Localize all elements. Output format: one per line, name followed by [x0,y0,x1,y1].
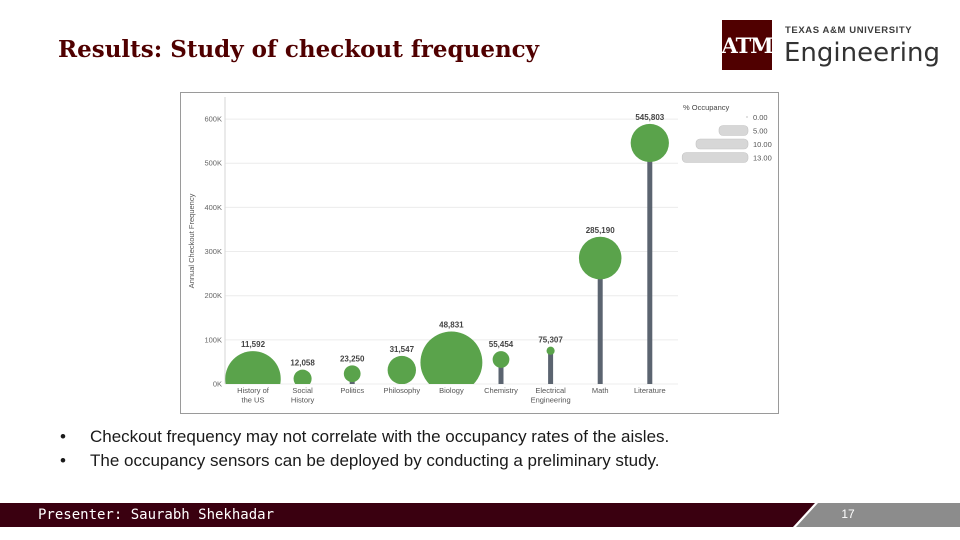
lollipop-bubble [293,369,312,384]
page-number: 17 [841,507,855,521]
value-label: 545,803 [635,113,664,122]
logo-university-text: TEXAS A&M UNIVERSITY [785,25,913,36]
y-tick-label: 300K [204,247,222,256]
x-tick-label: Social History [291,386,315,405]
x-axis-ticks: History of the US Social History Politics Phi… [237,386,665,405]
legend-swatch [746,116,748,118]
lollipop-bubble [630,123,669,163]
legend-swatch [681,152,749,163]
legend-entry-label: 5.00 [753,127,768,136]
legend-title: % Occupancy [683,103,730,112]
lollipop-bubble [546,346,555,355]
data-labels: 11,592 12,058 23,250 31,547 48,831 55,454 75,3… [241,113,665,368]
x-tick-label: History of the US [237,386,270,405]
bullet-item: Checkout frequency may not correlate wit… [60,425,669,449]
legend-entry-label: 10.00 [753,140,772,149]
legend-entry-label: 0.00 [753,113,768,122]
lollipop-bubble [387,355,416,384]
value-label: 285,190 [586,226,615,235]
occupancy-legend: % Occupancy 0.00 5.00 10.00 13.00 [681,103,772,163]
bullet-item: The occupancy sensors can be deployed by… [60,449,669,473]
logo-college-text: Engineering [784,38,940,68]
y-tick-label: 500K [204,159,222,168]
x-tick-label: Chemistry [484,386,518,395]
value-label: 75,307 [538,336,563,345]
lollipop-bubble [492,351,510,368]
value-label: 23,250 [340,354,365,363]
lollipop-bubble [578,236,622,280]
lollipop-stem [548,350,554,384]
value-label: 55,454 [489,340,514,349]
footer-bar: Presenter: Saurabh Shekhadar 17 [0,503,960,527]
value-label: 11,592 [241,340,266,349]
lollipop-stem [597,258,603,384]
legend-swatch [718,125,749,136]
tamu-engineering-logo: ATM TEXAS A&M UNIVERSITY Engineering [721,20,940,72]
gridlines [224,97,678,385]
chart-canvas: 0K 100K 200K 300K 400K 500K 600K Annual Checko… [187,97,772,405]
x-tick-label: Literature [634,386,666,395]
checkout-frequency-chart: 0K 100K 200K 300K 400K 500K 600K Annual Checko… [180,92,779,414]
value-label: 31,547 [390,345,415,354]
y-axis-ticks: 0K 100K 200K 300K 400K 500K 600K [204,115,222,389]
x-tick-label: Electrical Engineering [531,386,571,405]
bullet-list: Checkout frequency may not correlate wit… [60,425,669,473]
x-tick-label: Biology [439,386,464,395]
lollipop-stem [498,359,504,384]
value-label: 48,831 [439,320,464,329]
x-tick-label: Philosophy [383,386,420,395]
chart-marks [225,123,669,384]
x-tick-label: Math [592,386,609,395]
y-axis-label: Annual Checkout Frequency [187,193,196,288]
value-label: 12,058 [290,359,315,368]
x-tick-label: Politics [340,386,364,395]
legend-entry-label: 13.00 [753,154,772,163]
footer-band [0,503,960,527]
lollipop-bubble [420,331,483,384]
slide-title: Results: Study of checkout frequency [58,36,540,63]
lollipop-stem [647,143,653,384]
y-tick-label: 400K [204,203,222,212]
y-tick-label: 600K [204,115,222,124]
y-tick-label: 200K [204,291,222,300]
y-tick-label: 100K [204,335,222,344]
lollipop-bubble [343,365,361,383]
legend-swatch [695,138,749,150]
lollipop-bubble [225,351,281,384]
presenter-name: Presenter: Saurabh Shekhadar [38,507,275,523]
atm-logo-mark: ATM [721,20,774,70]
y-tick-label: 0K [213,380,222,389]
